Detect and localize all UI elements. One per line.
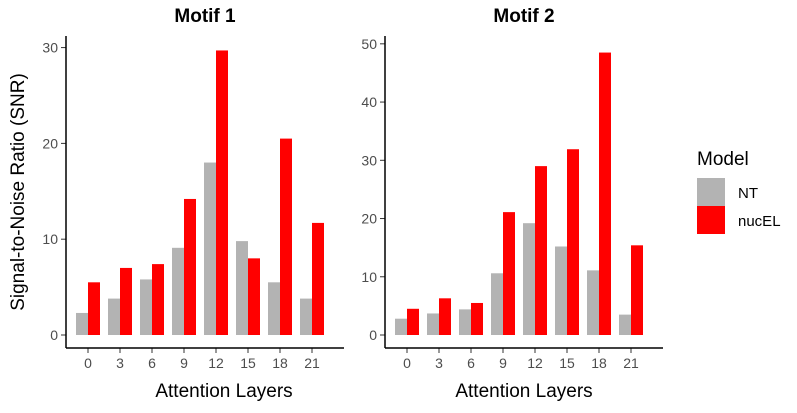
bar-nucel-9 (503, 212, 515, 335)
y-tick-label: 40 (361, 94, 377, 110)
panel-motif-2: Motif 2 0 3 6 9 12 15 18 21 0 10 20 30 40 50 Attentio… (361, 6, 663, 402)
bar-nucel-12 (216, 50, 228, 336)
bar-nucel-12 (535, 166, 547, 335)
x-tick-label: 18 (272, 355, 288, 371)
tick-group: 0 3 6 9 12 15 18 21 0 10 20 30 40 50 (361, 36, 639, 371)
y-tick-label: 20 (361, 211, 377, 227)
x-tick-label: 6 (148, 355, 156, 371)
bar-nucel-3 (120, 267, 132, 335)
bar-nt-18 (268, 282, 280, 335)
bar-nucel-18 (599, 52, 611, 335)
x-tick-label: 21 (304, 355, 320, 371)
x-tick-label: 0 (403, 355, 411, 371)
legend-swatch-nucel (697, 206, 725, 234)
bar-nt-18 (587, 270, 599, 335)
legend: Model NT nucEL (697, 149, 781, 234)
y-tick-label: 0 (369, 327, 377, 343)
bar-nt-12 (204, 162, 216, 335)
chart-title: Motif 1 (174, 6, 236, 27)
y-tick-label: 10 (361, 269, 377, 285)
bar-nucel-3 (439, 298, 451, 335)
bar-nucel-21 (631, 245, 643, 335)
bar-nt-15 (555, 246, 567, 335)
bars-group (76, 50, 324, 336)
legend-title: Model (697, 149, 749, 170)
bar-nt-12 (523, 223, 535, 335)
panel-motif-1: Motif 1 0 3 6 9 12 15 18 21 0 10 20 30 Attention La… (42, 6, 344, 402)
x-axis-title: Attention Layers (155, 381, 292, 402)
bar-nt-3 (427, 313, 439, 335)
legend-swatch-nt (697, 178, 725, 206)
y-axis-title: Signal-to-Noise Ratio (SNR) (8, 73, 29, 311)
bar-nucel-15 (248, 258, 260, 335)
y-tick-label: 0 (50, 327, 58, 343)
x-tick-label: 3 (435, 355, 443, 371)
x-tick-label: 15 (240, 355, 256, 371)
bar-nucel-18 (280, 138, 292, 335)
x-tick-label: 3 (116, 355, 124, 371)
bar-nucel-6 (152, 264, 164, 335)
bar-nt-6 (140, 279, 152, 335)
x-tick-label: 21 (623, 355, 639, 371)
x-axis-title: Attention Layers (455, 381, 592, 402)
x-tick-label: 9 (499, 355, 507, 371)
bar-nt-9 (172, 247, 184, 335)
x-tick-label: 0 (84, 355, 92, 371)
bar-nt-21 (619, 314, 631, 335)
y-tick-label: 20 (42, 135, 58, 151)
tick-group: 0 3 6 9 12 15 18 21 0 10 20 30 (42, 40, 320, 371)
bar-nt-15 (236, 241, 248, 335)
x-tick-label: 12 (208, 355, 224, 371)
bar-nt-6 (459, 309, 471, 335)
x-tick-label: 9 (180, 355, 188, 371)
x-tick-label: 6 (467, 355, 475, 371)
bar-nt-21 (300, 298, 312, 335)
bar-nucel-9 (184, 198, 196, 335)
bar-nucel-0 (88, 282, 100, 335)
legend-label-nucel: nucEL (738, 213, 781, 230)
bar-nt-0 (395, 318, 407, 335)
y-tick-label: 30 (361, 152, 377, 168)
x-tick-label: 15 (559, 355, 575, 371)
bar-nucel-6 (471, 302, 483, 335)
bar-nt-3 (108, 298, 120, 335)
y-tick-label: 10 (42, 231, 58, 247)
bar-nt-0 (76, 312, 88, 335)
bar-nucel-15 (567, 149, 579, 335)
y-tick-label: 30 (42, 40, 58, 56)
chart-title: Motif 2 (493, 6, 554, 27)
bar-nucel-0 (407, 308, 419, 335)
bar-nucel-21 (312, 222, 324, 335)
x-tick-label: 12 (527, 355, 543, 371)
legend-label-nt: NT (738, 185, 758, 202)
y-tick-label: 50 (361, 36, 377, 52)
bar-nt-9 (491, 273, 503, 335)
x-tick-label: 18 (591, 355, 607, 371)
bars-group (395, 52, 643, 335)
